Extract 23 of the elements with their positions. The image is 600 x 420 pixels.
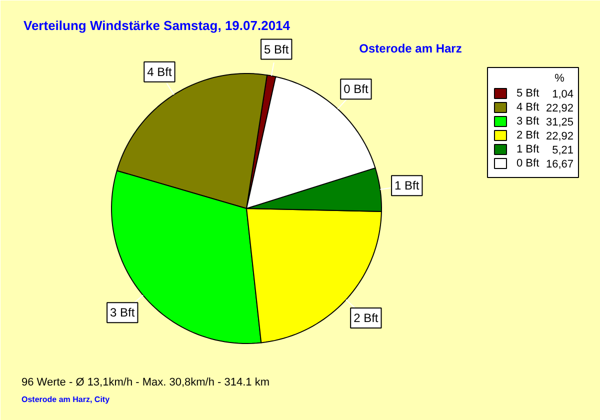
slice-label: 3 Bft xyxy=(110,306,136,320)
chart-subtitle: Osterode am Harz xyxy=(359,42,462,56)
data-label: 16,67 xyxy=(546,158,574,170)
legend-label: 1 Bft xyxy=(516,144,540,156)
legend-label: 5 Bft xyxy=(516,88,540,100)
data-label: 1,04 xyxy=(552,88,574,100)
chart-title: Verteilung Windstärke Samstag, 19.07.2014 xyxy=(24,18,291,33)
slice-label: 1 Bft xyxy=(394,178,420,193)
legend-label: 2 Bft xyxy=(516,130,540,142)
slice-label: 4 Bft xyxy=(147,64,172,79)
text: 96 Werte - Ø 13,1km/h - Max. 30,8km/h - 314.1 km xyxy=(22,376,270,388)
slice-label: 0 Bft xyxy=(344,82,369,96)
slice-label: 5 Bft xyxy=(264,42,290,56)
data-label: 22,92 xyxy=(546,130,574,142)
legend-label: 4 Bft xyxy=(516,102,540,114)
slice-label: 2 Bft xyxy=(354,310,379,325)
legend-label: 3 Bft xyxy=(516,116,540,128)
data-label: 22,92 xyxy=(546,102,574,114)
legend-label: 0 Bft xyxy=(516,158,540,170)
data-label: 31,25 xyxy=(546,116,574,128)
legend-title: % xyxy=(554,72,565,84)
text: Osterode am Harz, City xyxy=(22,395,110,404)
data-label: 5,21 xyxy=(552,144,574,156)
